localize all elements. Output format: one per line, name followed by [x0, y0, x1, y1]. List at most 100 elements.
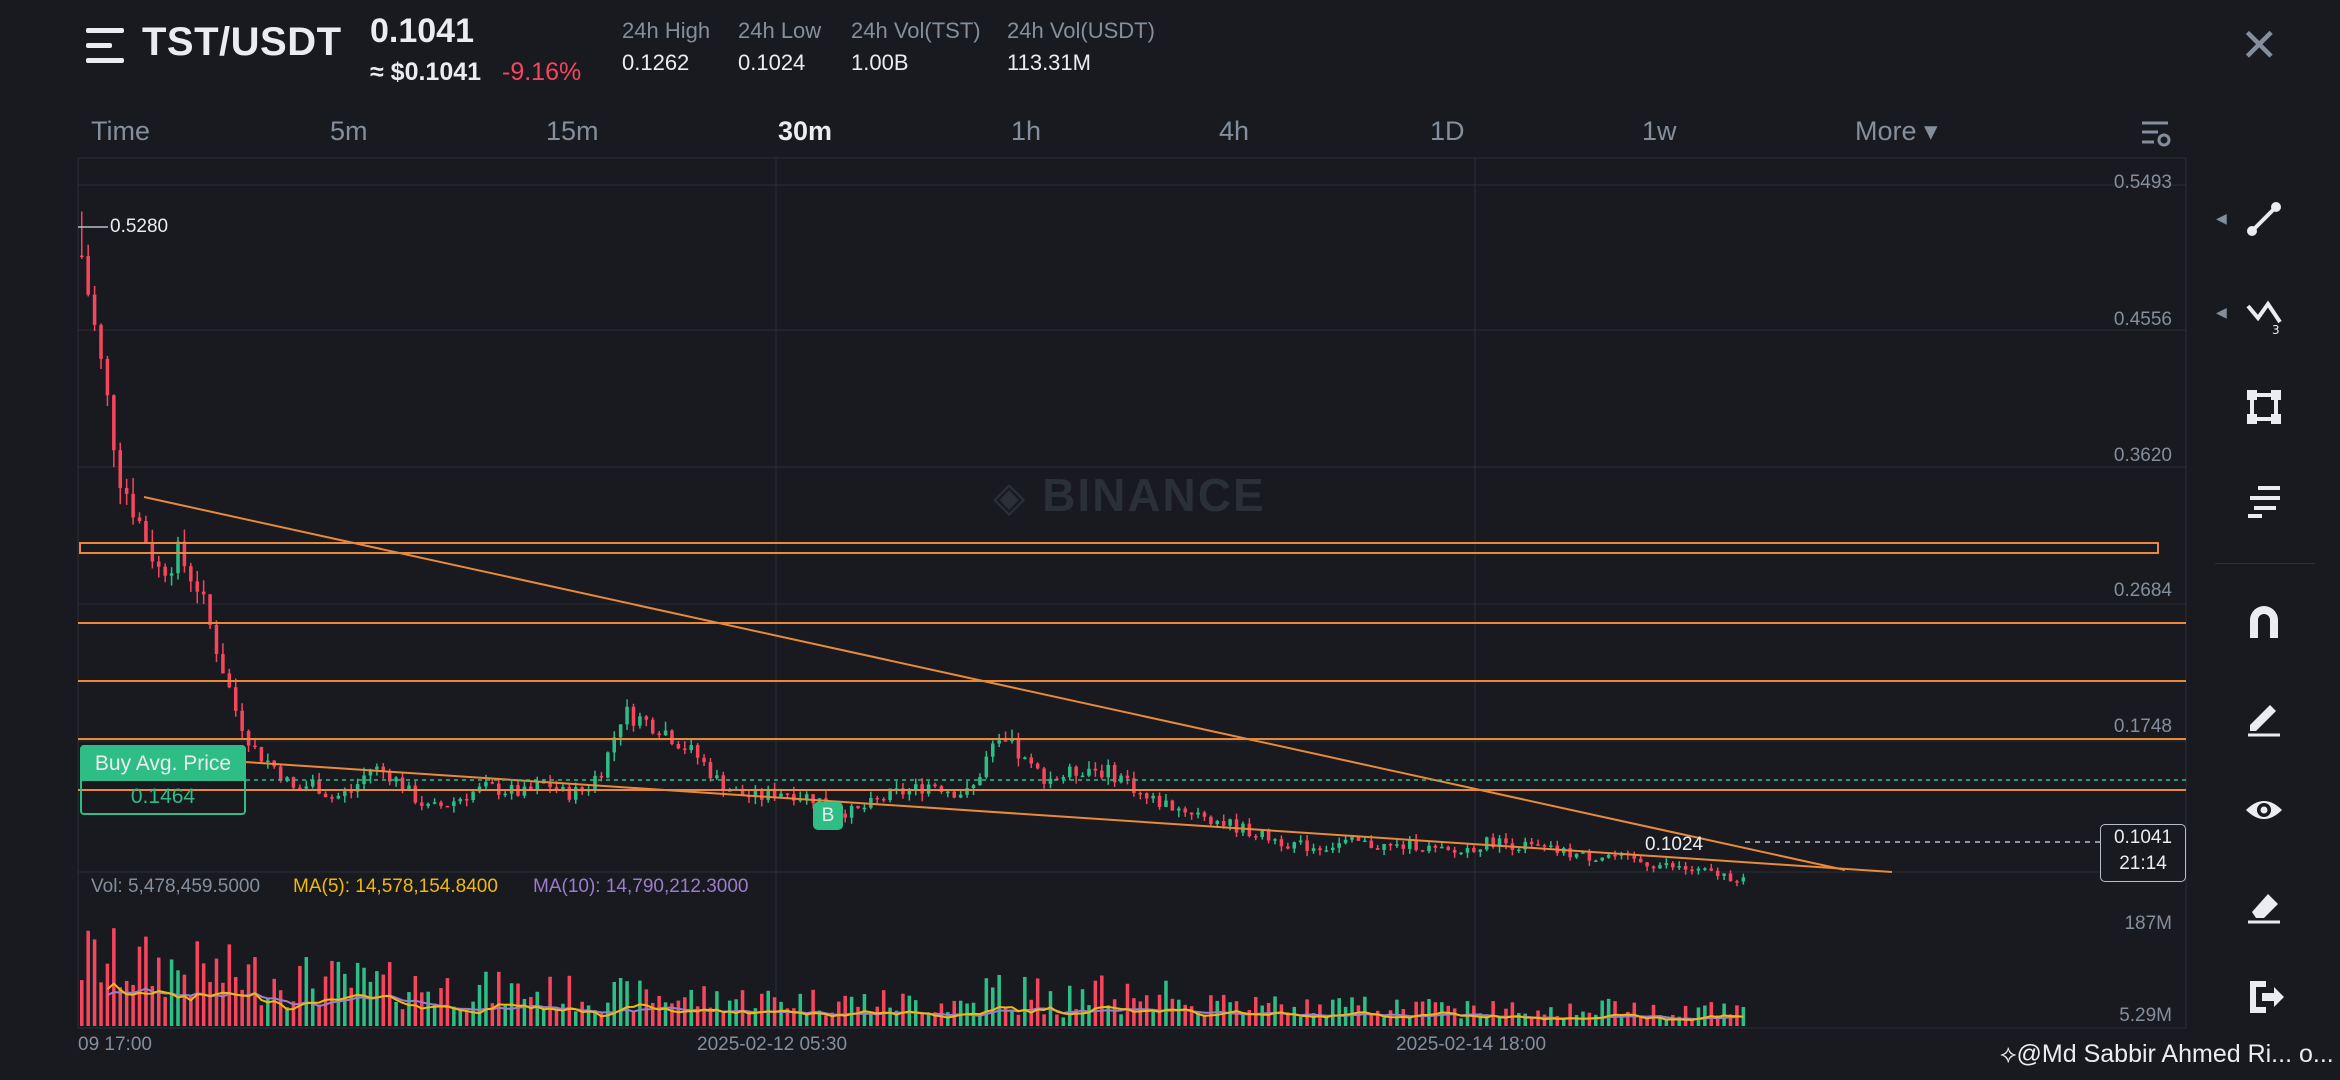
candle: [176, 541, 180, 574]
candle: [208, 594, 212, 626]
eye-icon[interactable]: [2242, 788, 2286, 832]
candle: [1735, 881, 1739, 883]
shape-icon[interactable]: [2242, 385, 2286, 429]
candle: [1100, 770, 1104, 778]
tab-4h[interactable]: 4h: [1219, 116, 1250, 146]
volume-bar: [1613, 1001, 1617, 1026]
candle: [1440, 846, 1444, 849]
volume-bar: [1080, 989, 1085, 1026]
candle: [702, 757, 706, 763]
pair-title[interactable]: TST/USDT: [142, 20, 342, 64]
eraser-icon[interactable]: [2242, 882, 2286, 926]
candle: [1311, 848, 1316, 852]
candle: [965, 788, 969, 795]
candle: [535, 782, 540, 791]
fib-icon[interactable]: [2242, 478, 2286, 522]
volume-bar: [1683, 1005, 1688, 1026]
tab-1d[interactable]: 1D: [1430, 116, 1465, 146]
volume-bar: [1369, 1013, 1374, 1026]
volume-bar: [471, 1001, 475, 1026]
candle: [387, 771, 392, 782]
volume-bar: [1035, 978, 1040, 1026]
candle: [1183, 808, 1187, 813]
candle: [1016, 738, 1021, 759]
volume-bar: [1407, 1017, 1412, 1026]
candle: [670, 730, 674, 744]
volume-bar: [1273, 996, 1277, 1026]
volume-bar: [708, 1007, 713, 1026]
candle: [1414, 839, 1418, 851]
stat-value-vol-quote: 113.31M: [1007, 50, 1091, 75]
tab-more[interactable]: More ▾: [1855, 116, 1938, 146]
trend-line-icon[interactable]: [2242, 197, 2286, 241]
volume-bar: [163, 996, 167, 1026]
tab-15m[interactable]: 15m: [546, 116, 599, 146]
volume-bar: [1555, 1015, 1560, 1026]
volume-bar: [689, 989, 693, 1026]
candle: [561, 786, 565, 790]
volume-bar: [811, 989, 815, 1026]
candle: [1427, 845, 1431, 852]
buy-avg-price-box[interactable]: Buy Avg. Price 0.1464: [80, 745, 246, 815]
volume-bar: [1087, 1005, 1091, 1026]
volume-bar: [150, 986, 155, 1026]
candle: [1170, 800, 1175, 811]
tab-1w[interactable]: 1w: [1642, 116, 1677, 146]
candle: [1369, 840, 1374, 848]
volume-bar: [304, 957, 309, 1026]
tab-30m[interactable]: 30m: [778, 116, 833, 146]
candle: [80, 255, 84, 258]
expand-caret-icon[interactable]: ◀: [2216, 304, 2227, 320]
volume-bar: [317, 1004, 321, 1026]
candle: [86, 256, 90, 295]
candle: [881, 799, 886, 801]
candle: [381, 766, 386, 772]
candle: [1305, 840, 1309, 852]
volume-bar: [1067, 985, 1072, 1026]
candle: [785, 793, 790, 796]
volume-bar: [285, 1007, 289, 1026]
candle: [708, 762, 713, 779]
volume-bar: [702, 986, 706, 1026]
candle: [843, 813, 847, 818]
candle: [1529, 841, 1534, 845]
volume-bar: [278, 990, 283, 1026]
candle: [1459, 852, 1463, 855]
candle: [1671, 863, 1675, 868]
menu-icon[interactable]: [86, 28, 124, 64]
magnet-icon[interactable]: [2242, 600, 2286, 644]
candle: [1452, 849, 1457, 853]
last-price: 0.1041: [370, 12, 474, 50]
candle: [285, 777, 289, 781]
volume-bar: [740, 990, 745, 1026]
candle: [490, 782, 495, 784]
volume-bar: [824, 1015, 828, 1026]
tab-1h[interactable]: 1h: [1011, 116, 1042, 146]
expand-caret-icon[interactable]: ◀: [2216, 210, 2227, 226]
volume-bar: [766, 990, 770, 1026]
tab-time[interactable]: Time: [91, 116, 150, 146]
chart-settings-icon[interactable]: [2140, 118, 2172, 148]
y-tick-label: 0.2684: [2113, 580, 2172, 601]
trend-line-upper[interactable]: [143, 496, 1846, 871]
candle: [1331, 847, 1335, 851]
pencil-icon[interactable]: [2242, 695, 2286, 739]
volume-tick-label: 5.29M: [2119, 1005, 2172, 1026]
volume-bar: [86, 930, 90, 1026]
buy-marker[interactable]: B: [813, 802, 843, 830]
close-icon[interactable]: ✕: [2240, 19, 2279, 71]
buy-avg-value: 0.1464: [130, 785, 196, 808]
candle: [1696, 868, 1701, 871]
candle: [124, 487, 129, 494]
volume-bar: [1324, 1017, 1329, 1026]
volume-bar: [695, 1006, 700, 1026]
resistance-zone[interactable]: [79, 542, 2159, 554]
candle: [1484, 837, 1489, 850]
multi-line-icon[interactable]: 3: [2242, 292, 2286, 336]
exit-icon[interactable]: [2242, 975, 2286, 1019]
volume-bar: [1170, 998, 1175, 1026]
volume-bar: [1388, 1010, 1393, 1026]
candle: [997, 740, 1001, 744]
tab-5m[interactable]: 5m: [330, 116, 368, 146]
